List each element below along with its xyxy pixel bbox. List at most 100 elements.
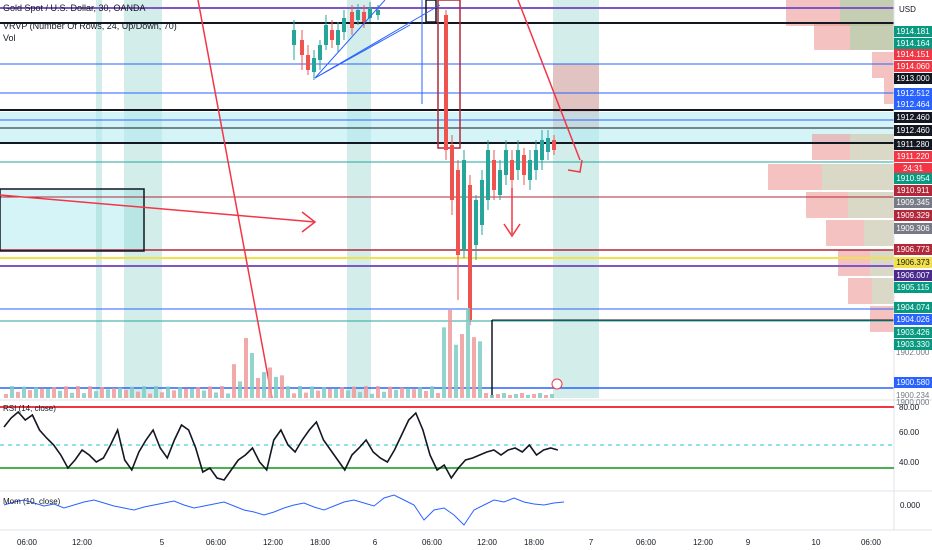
volume-bar (64, 386, 68, 398)
price-tag: 1911.280 (894, 139, 932, 150)
candle-body (312, 58, 316, 72)
volume-profile-bar (884, 78, 894, 104)
candle-body (318, 45, 322, 60)
candle-body (504, 150, 508, 175)
volume-bar (244, 338, 248, 398)
price-tag: 1912.460 (894, 125, 932, 136)
candle-body (292, 30, 296, 45)
price-tick-1900: 1900.000 (896, 398, 930, 407)
volume-bar (460, 334, 464, 398)
volume-bar (400, 387, 404, 398)
candle-body (552, 140, 556, 150)
volume-profile-bar (840, 0, 894, 26)
price-tag: 1903.330 (894, 339, 932, 350)
marker-box (425, 0, 437, 23)
volume-bar (184, 388, 188, 398)
volume-bar (280, 375, 284, 398)
annotation-line (0, 194, 316, 223)
volume-bar (196, 387, 200, 398)
volume-bar (490, 395, 494, 398)
mom-indicator-label[interactable]: Mom (10, close) (3, 497, 61, 506)
candle-body (462, 160, 466, 250)
time-axis-label: 06:00 (205, 538, 227, 547)
price-tag: 1912.512 (894, 88, 932, 99)
volume-bar (310, 386, 314, 398)
volume-bar (100, 386, 104, 398)
volume-bar (190, 388, 194, 398)
volume-bar (304, 392, 308, 398)
volume-bar (28, 390, 32, 398)
volume-bar (130, 386, 134, 398)
price-tag: 1914.151 (894, 49, 932, 60)
time-axis-label: 5 (159, 538, 165, 547)
volume-bar (364, 386, 368, 398)
volume-bar (82, 393, 86, 398)
volume-bar (412, 389, 416, 398)
candle-body (324, 25, 328, 45)
volume-bar (112, 388, 116, 398)
time-axis-label: 12:00 (692, 538, 714, 547)
volume-bar (124, 389, 128, 398)
price-tick-1900-234: 1900.234 (896, 391, 930, 400)
volume-indicator-label[interactable]: Vol (3, 33, 16, 43)
candle-body (376, 10, 380, 15)
price-tag: 1912.460 (894, 112, 932, 123)
volume-bar (58, 390, 62, 398)
rsi-indicator-label[interactable]: RSI (14, close) (3, 404, 56, 413)
time-axis-label: 7 (588, 538, 594, 547)
time-axis-label: 18:00 (309, 538, 331, 547)
volume-bar (550, 394, 554, 398)
vrvp-indicator-label[interactable]: VRVP (Number Of Rows, 24, Up/Down, 70) (3, 21, 177, 31)
range-box (0, 188, 145, 252)
volume-profile-bar (872, 278, 894, 304)
time-axis-label: 12:00 (262, 538, 284, 547)
candle-body (336, 30, 340, 45)
volume-bar (388, 386, 392, 398)
alert-icon (551, 378, 563, 390)
volume-profile-bar (850, 24, 894, 50)
volume-bar (484, 393, 488, 398)
volume-bar (172, 390, 176, 398)
volume-bar (250, 353, 254, 398)
symbol-title[interactable]: Gold Spot / U.S. Dollar, 30, OANDA (3, 3, 146, 13)
time-axis-label: 12:00 (71, 538, 93, 547)
volume-bar (370, 393, 374, 398)
price-tag: 1910.954 (894, 173, 932, 184)
candle-body (356, 10, 360, 20)
arrow-head (301, 211, 317, 233)
volume-bar (538, 393, 542, 398)
candle-body (510, 160, 514, 180)
volume-bar (94, 391, 98, 398)
candle-body (306, 55, 310, 70)
price-tag: 1910.911 (894, 185, 932, 196)
volume-profile-bar (872, 52, 894, 78)
volume-profile-bar (848, 192, 894, 218)
candle-body (480, 180, 484, 225)
candle-body (546, 138, 550, 152)
momentum-line (3, 494, 565, 526)
volume-bar (532, 394, 536, 398)
price-tag: 24:31 (894, 163, 932, 174)
candle-body (516, 150, 520, 170)
volume-bar (208, 386, 212, 398)
volume-bar (142, 386, 146, 398)
volume-bar (436, 393, 440, 398)
price-tag: 1905.115 (894, 282, 932, 293)
volume-bar (520, 393, 524, 398)
rsi-line (3, 410, 559, 481)
candle-body (486, 150, 490, 200)
candle-body (456, 170, 460, 255)
volume-bar (274, 376, 278, 398)
volume-bar (328, 388, 332, 398)
volume-bar (40, 388, 44, 398)
trend-fan-line (314, 24, 411, 79)
volume-bar (118, 387, 122, 398)
volume-bar (238, 381, 242, 398)
price-tag: 1909.345 (894, 197, 932, 208)
volume-bar (352, 386, 356, 398)
price-tick-1902: 1902.000 (896, 348, 930, 357)
volume-bar (70, 392, 74, 398)
candle-body (368, 8, 372, 18)
